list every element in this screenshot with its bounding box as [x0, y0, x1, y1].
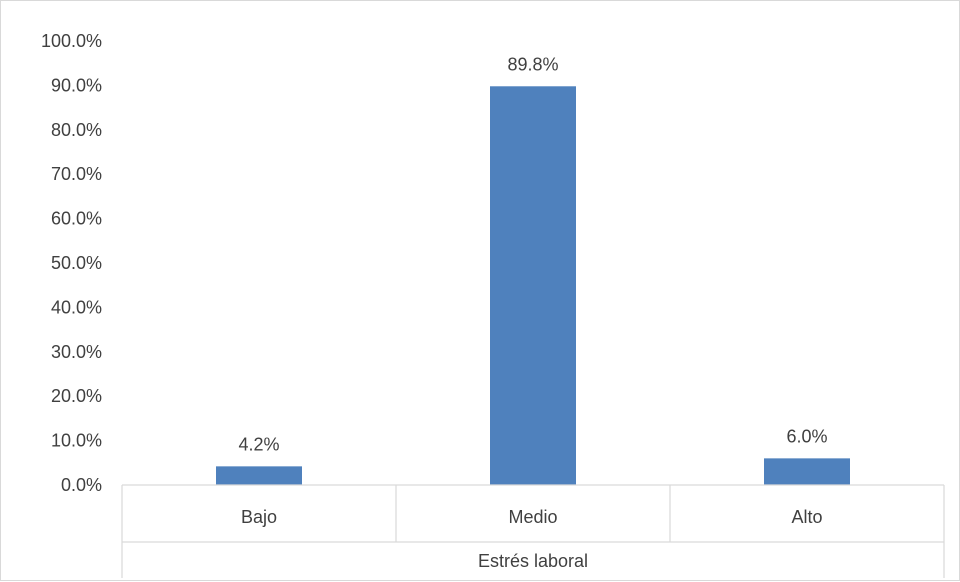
data-label: 89.8%	[507, 54, 558, 74]
y-tick-label: 0.0%	[61, 475, 102, 495]
y-axis-ticks: 0.0% 10.0% 20.0% 30.0% 40.0% 50.0% 60.0% 70.0% 8…	[41, 31, 102, 495]
x-axis-title: Estrés laboral	[478, 551, 588, 571]
y-tick-label: 10.0%	[51, 431, 102, 451]
x-tick-label: Bajo	[241, 507, 277, 527]
y-tick-label: 20.0%	[51, 386, 102, 406]
y-tick-label: 30.0%	[51, 342, 102, 362]
x-tick-label: Medio	[508, 507, 557, 527]
data-labels: 4.2% 89.8% 6.0%	[238, 54, 827, 454]
data-label: 6.0%	[786, 426, 827, 446]
bar-bajo	[216, 466, 302, 485]
y-tick-label: 50.0%	[51, 253, 102, 273]
bar-medio	[490, 86, 576, 486]
y-tick-label: 100.0%	[41, 31, 102, 51]
data-label: 4.2%	[238, 434, 279, 454]
y-tick-label: 70.0%	[51, 164, 102, 184]
y-tick-label: 40.0%	[51, 297, 102, 317]
y-tick-label: 90.0%	[51, 75, 102, 95]
bars	[216, 86, 850, 486]
x-axis-ticks: Bajo Medio Alto	[241, 507, 823, 527]
bar-alto	[764, 458, 850, 485]
y-tick-label: 60.0%	[51, 209, 102, 229]
x-tick-label: Alto	[791, 507, 822, 527]
axes	[121, 484, 945, 578]
y-tick-label: 80.0%	[51, 120, 102, 140]
